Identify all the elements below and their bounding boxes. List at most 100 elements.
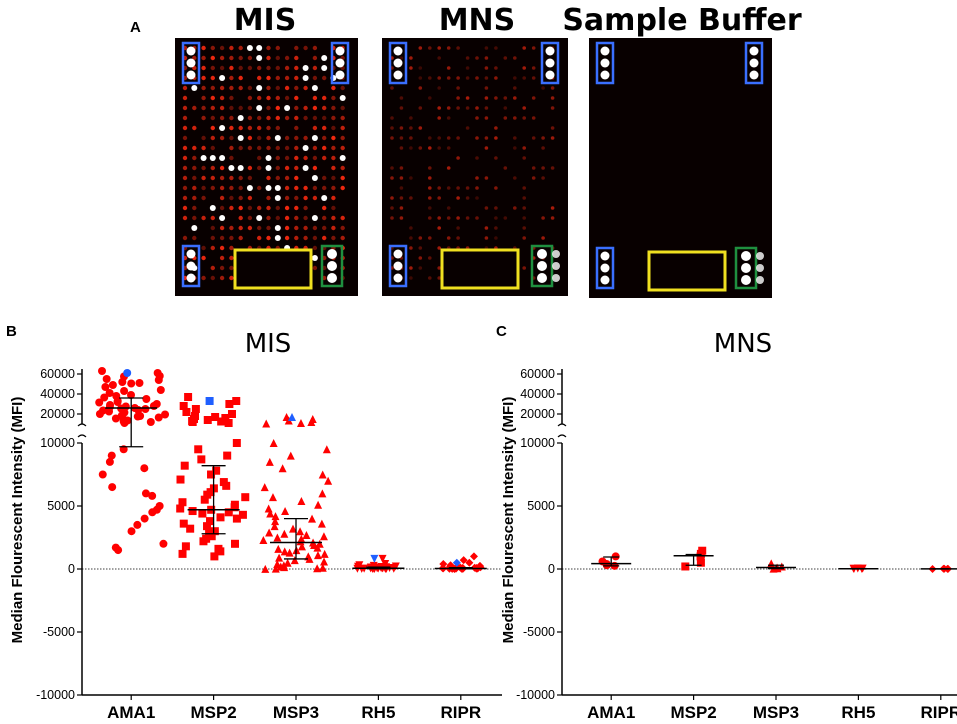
array-spot (266, 195, 271, 201)
array-spot (428, 146, 432, 150)
array-spot (191, 85, 198, 91)
array-spot (437, 136, 442, 140)
y-tick-label: 20000 (40, 407, 75, 421)
array-spot (446, 216, 451, 220)
array-spot (522, 116, 526, 120)
array-spot (331, 165, 336, 171)
array-spot (201, 95, 206, 101)
array-spot (219, 75, 226, 81)
reference-spot-box (540, 41, 560, 85)
array-spot (229, 195, 234, 201)
array-spot (522, 66, 526, 70)
array-spot (210, 85, 215, 91)
data-point (274, 544, 283, 553)
control-spot (327, 249, 337, 259)
array-spot (428, 206, 432, 210)
array-spot (340, 135, 345, 141)
array-spot (284, 185, 290, 191)
reference-spot (186, 58, 196, 68)
control-spot (537, 273, 547, 283)
array-spot (201, 105, 206, 111)
array-spot (312, 225, 318, 231)
array-spot (465, 106, 470, 110)
panel-c-mns-chart: C MNS Median Flourescent Intensity (MFI)… (496, 323, 957, 722)
array-spot (284, 155, 290, 161)
data-point (262, 419, 271, 428)
blank-spot-box (440, 248, 520, 290)
reference-spot (393, 70, 403, 80)
data-point (313, 551, 322, 560)
array-spot (484, 106, 489, 110)
array-spot (256, 45, 263, 51)
data-point (241, 493, 250, 502)
array-spot (312, 125, 318, 131)
data-point (307, 418, 316, 426)
array-spot (274, 225, 281, 231)
control-spot (741, 275, 751, 285)
array-spot (531, 136, 536, 140)
array-spot (275, 55, 280, 61)
array-spot (322, 235, 327, 241)
array-spot (409, 116, 413, 120)
array-spot (446, 206, 451, 210)
array-spot (257, 115, 262, 121)
array-spot (340, 185, 345, 191)
data-point (320, 557, 329, 566)
data-point (465, 558, 474, 567)
array-spot (210, 175, 215, 181)
array-spot (465, 66, 470, 70)
array-spot (428, 166, 432, 170)
array-spot (219, 55, 225, 61)
array-spot (399, 176, 404, 180)
array-spot (266, 55, 271, 61)
reference-spot (393, 46, 403, 56)
array-spot (437, 216, 442, 220)
array-spot (522, 76, 526, 80)
array-spot (503, 216, 508, 220)
control-spot (756, 264, 764, 272)
array-spot (390, 136, 394, 140)
reference-spot (600, 46, 610, 56)
array-spot (494, 46, 498, 50)
array-spot (522, 186, 526, 190)
array-spot (484, 76, 489, 80)
array-spot (237, 115, 244, 121)
array-spot (456, 136, 460, 140)
reference-spot (186, 70, 196, 80)
data-point (216, 513, 225, 522)
reference-spot (545, 70, 555, 80)
data-point (211, 413, 220, 421)
array-spot (311, 135, 318, 141)
array-spot (238, 145, 243, 151)
reference-spot (186, 273, 196, 283)
array-spot (550, 126, 555, 130)
array-spot (238, 65, 243, 71)
array-spot (456, 186, 460, 190)
array-spot (294, 75, 299, 81)
array-spot (192, 195, 197, 201)
reference-spot-box (181, 244, 201, 288)
x-tick-label: MSP2 (190, 703, 236, 722)
array-spot (257, 145, 262, 151)
control-spot (756, 252, 764, 260)
data-point (180, 461, 189, 470)
array-spot (238, 195, 243, 201)
y-tick-label: 10000 (520, 436, 555, 450)
data-point (100, 393, 109, 402)
array-spot (210, 275, 215, 281)
array-spot (541, 136, 545, 140)
array-spot (331, 155, 336, 161)
data-point (261, 564, 270, 573)
array-spot (257, 75, 262, 81)
array-spot (340, 125, 345, 131)
mns-chart-title: MNS (714, 329, 772, 359)
data-point (217, 417, 226, 426)
array-spot (494, 226, 498, 230)
data-point (285, 548, 294, 557)
array-spot (210, 185, 215, 191)
array-spot (210, 115, 215, 121)
array-spot (446, 236, 451, 240)
array-spot (266, 125, 271, 131)
array-spot (494, 66, 498, 70)
